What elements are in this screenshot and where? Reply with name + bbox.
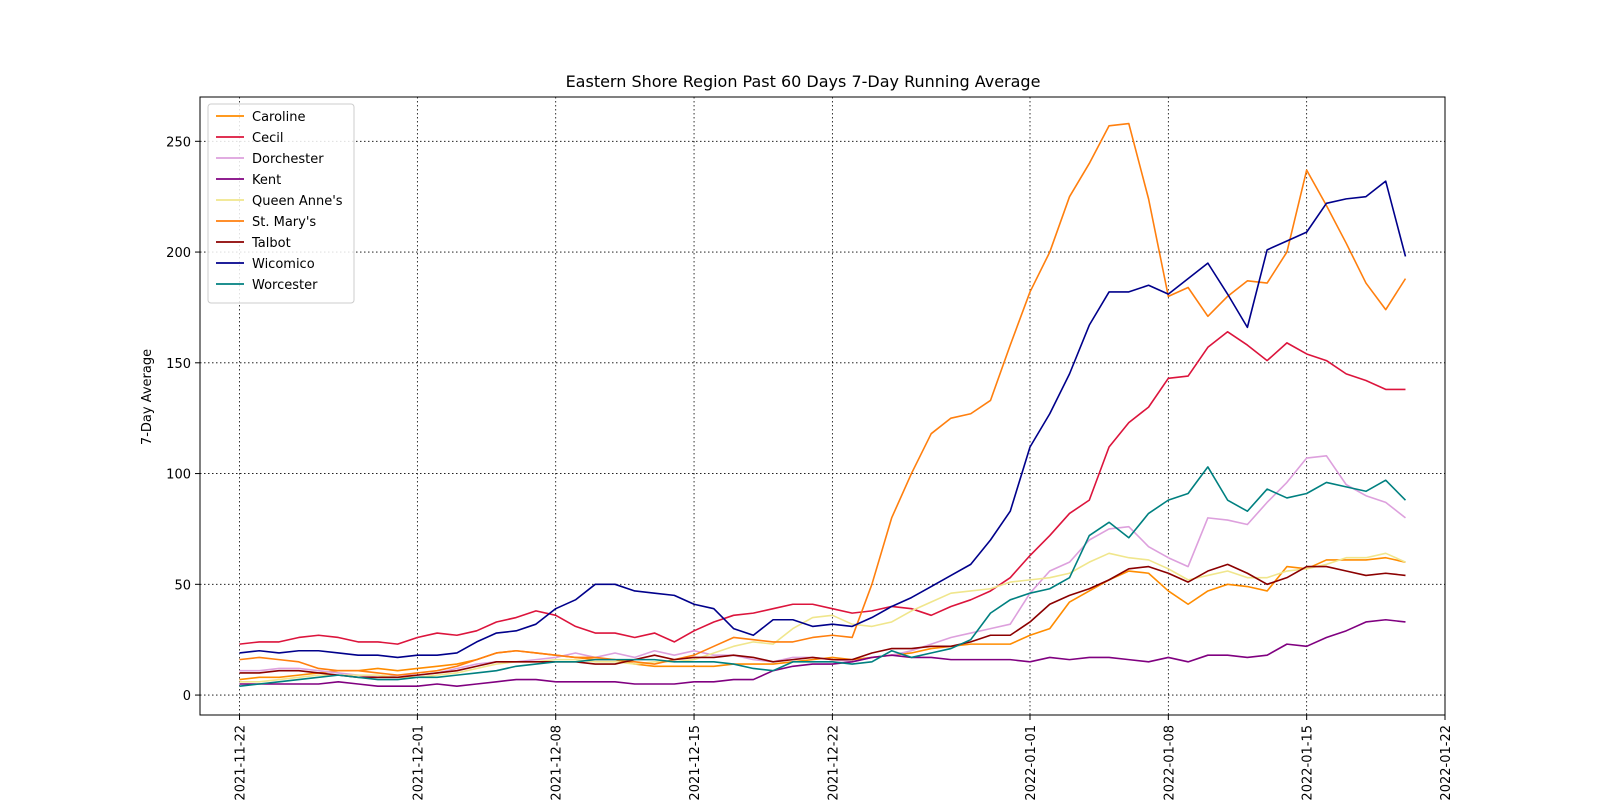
series-line-queen-anne-s [239,552,1406,683]
series-line-kent [239,618,1406,688]
y-tick-label: 250 [166,135,191,150]
legend-label: St. Mary's [252,215,316,230]
y-tick-label: 0 [183,689,191,704]
series-line-st-mary-s [239,122,1407,676]
series-line-talbot [239,563,1406,679]
legend-label: Wicomico [252,257,315,272]
plot-frame [199,96,1446,716]
y-axis-label: 7-Day Average [140,349,155,445]
x-tick-label: 2022-01-08 [1162,725,1177,800]
series-line-wicomico [239,180,1407,659]
x-tick-label: 2021-12-08 [550,725,565,800]
legend: Caroline Cecil Dorchester Kent Queen Anne's S… [207,103,355,304]
x-tick-label: 2022-01-22 [1439,725,1454,800]
gridlines [200,97,1446,715]
x-tick-label: 2021-12-01 [411,725,426,800]
legend-label: Cecil [252,131,283,146]
y-tick-label: 50 [174,578,191,593]
y-tick-label: 200 [166,246,191,261]
series-lines [239,122,1407,688]
x-tick-label: 2022-01-01 [1024,725,1039,800]
series-line-cecil [239,330,1406,645]
legend-label: Dorchester [252,152,324,167]
chart-title: Eastern Shore Region Past 60 Days 7-Day … [566,72,1041,91]
y-tick-label: 150 [166,357,191,372]
y-axis-ticks: 0 50 100 150 200 250 [166,135,200,704]
x-axis-ticks: 2021-11-22 2021-12-01 2021-12-08 2021-12-15… [234,715,1454,801]
legend-box [207,103,355,304]
legend-label: Queen Anne's [252,194,343,209]
legend-label: Talbot [251,236,291,251]
x-tick-label: 2021-12-15 [688,725,703,800]
x-tick-label: 2021-12-22 [826,725,841,800]
legend-label: Kent [252,173,281,188]
x-tick-label: 2022-01-15 [1301,725,1316,800]
series-line-worcester [239,466,1407,687]
legend-label: Worcester [252,278,318,293]
y-tick-label: 100 [166,468,191,483]
legend-label: Caroline [252,110,306,125]
x-tick-label: 2021-11-22 [234,725,249,800]
